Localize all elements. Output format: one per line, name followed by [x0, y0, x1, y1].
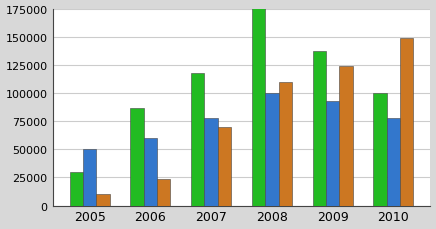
Bar: [204, 118, 218, 206]
Bar: [191, 74, 204, 206]
Bar: [218, 127, 231, 206]
Bar: [70, 172, 83, 206]
Bar: [326, 101, 339, 206]
Bar: [265, 94, 279, 206]
Bar: [339, 67, 353, 206]
Bar: [130, 108, 144, 206]
Bar: [373, 94, 387, 206]
Bar: [279, 82, 292, 206]
Bar: [400, 39, 413, 206]
Bar: [96, 194, 110, 206]
Bar: [387, 118, 400, 206]
Bar: [313, 52, 326, 206]
Bar: [157, 179, 170, 206]
Bar: [144, 138, 157, 206]
Bar: [252, 6, 265, 206]
Bar: [83, 150, 96, 206]
